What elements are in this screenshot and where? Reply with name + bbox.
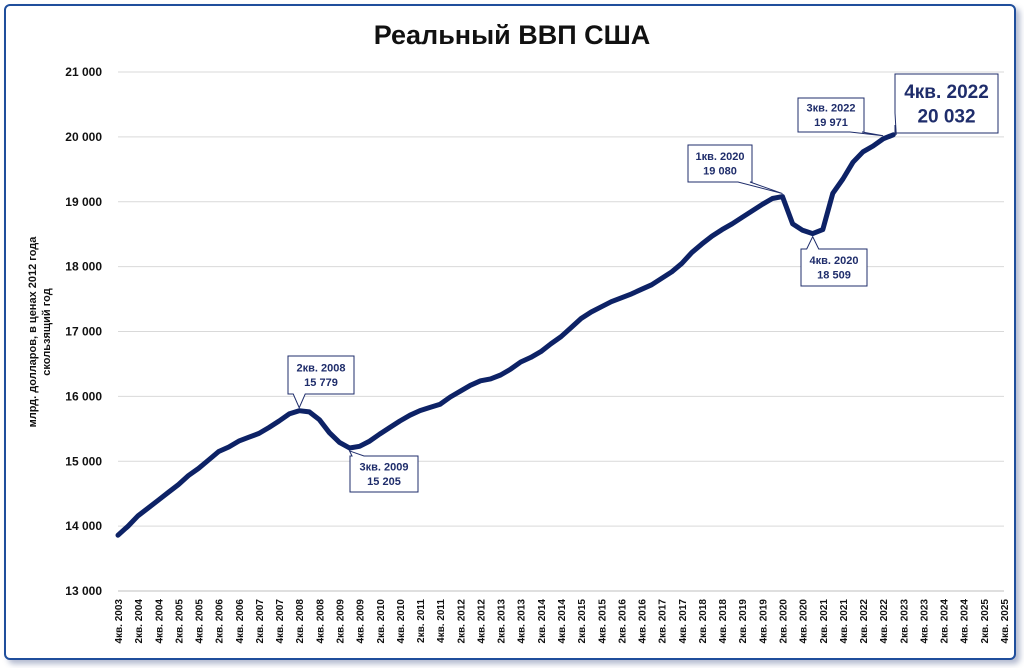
y-tick-label: 21 000 <box>65 65 102 79</box>
x-tick-label: 4кв. 2009 <box>356 599 367 644</box>
y-axis-label-line2: скользящий год <box>41 288 53 375</box>
x-tick-label: 4кв. 2014 <box>557 599 568 644</box>
y-tick-label: 13 000 <box>65 584 102 598</box>
x-tick-label: 2кв. 2007 <box>255 599 266 644</box>
x-tick-label: 2кв. 2011 <box>416 599 427 643</box>
annotation-value: 15 779 <box>304 377 338 389</box>
annotation-value: 18 509 <box>817 270 851 282</box>
annotation-callout: 3кв. 2022 19 971 <box>797 97 884 137</box>
x-tick-label: 4кв. 2013 <box>517 599 528 644</box>
y-axis-label-line1: млрд. долларов, в ценах 2012 года <box>27 236 39 428</box>
x-tick-label: 4кв. 2010 <box>396 599 407 644</box>
annotation-box <box>287 355 355 409</box>
x-tick-label: 2кв. 2017 <box>658 599 669 644</box>
x-tick-label: 2кв. 2012 <box>456 599 467 644</box>
x-axis-ticks: 4кв. 2003 2кв. 2004 4кв. 2004 2кв. 2005 4кв.… <box>114 599 1011 644</box>
x-tick-label: 2кв. 2020 <box>779 599 790 644</box>
annotation-callout: 2кв. 2008 15 779 <box>287 355 355 409</box>
x-tick-label: 2кв. 2004 <box>134 599 145 644</box>
y-tick-label: 16 000 <box>65 389 102 403</box>
annotation-box <box>797 97 884 137</box>
x-tick-label: 4кв. 2022 <box>879 599 890 644</box>
x-tick-label: 2кв. 2022 <box>859 599 870 644</box>
x-tick-label: 2кв. 2021 <box>819 599 830 644</box>
annotation-box <box>800 235 868 287</box>
annotation-box <box>348 450 419 493</box>
x-tick-label: 4кв. 2007 <box>275 599 286 644</box>
x-tick-label: 4кв. 2006 <box>235 599 246 644</box>
x-tick-label: 2кв. 2019 <box>738 599 749 644</box>
x-tick-label: 4кв. 2017 <box>678 599 689 644</box>
annotation-callout: 3кв. 2009 15 205 <box>348 450 419 493</box>
y-tick-label: 14 000 <box>65 519 102 533</box>
x-tick-label: 2кв. 2013 <box>497 599 508 644</box>
x-tick-label: 2кв. 2024 <box>940 599 951 644</box>
annotation-box <box>894 73 999 135</box>
x-tick-label: 4кв. 2012 <box>476 599 487 644</box>
annotation-callout: 1кв. 2020 19 080 <box>687 144 783 195</box>
annotation-callout: 4кв. 2020 18 509 <box>800 235 868 287</box>
x-tick-label: 4кв. 2015 <box>597 599 608 644</box>
annotation-value: 19 080 <box>703 166 737 178</box>
annotation-value: 19 971 <box>814 117 848 129</box>
annotation-period: 2кв. 2008 <box>297 363 346 375</box>
chart-title: Реальный ВВП США <box>374 20 651 50</box>
x-tick-label: 4кв. 2018 <box>718 599 729 644</box>
x-tick-label: 2кв. 2005 <box>174 599 185 644</box>
y-tick-label: 17 000 <box>65 325 102 339</box>
y-tick-label: 20 000 <box>65 130 102 144</box>
x-tick-label: 4кв. 2016 <box>638 599 649 644</box>
x-tick-label: 2кв. 2008 <box>295 599 306 644</box>
x-tick-label: 2кв. 2023 <box>899 599 910 644</box>
x-tick-label: 4кв. 2021 <box>839 599 850 644</box>
annotation-value: 15 205 <box>367 476 401 488</box>
x-tick-label: 2кв. 2014 <box>537 599 548 644</box>
y-tick-label: 18 000 <box>65 260 102 274</box>
x-tick-label: 2кв. 2010 <box>376 599 387 644</box>
x-tick-label: 2кв. 2025 <box>980 599 991 644</box>
annotation-period: 1кв. 2020 <box>696 151 745 163</box>
x-tick-label: 2кв. 2009 <box>336 599 347 644</box>
x-tick-label: 2кв. 2015 <box>577 599 588 644</box>
x-tick-label: 4кв. 2004 <box>154 599 165 644</box>
x-tick-label: 4кв. 2025 <box>1000 599 1011 644</box>
annotation-value: 20 032 <box>917 107 975 128</box>
x-tick-label: 2кв. 2016 <box>617 599 628 644</box>
x-tick-label: 4кв. 2024 <box>960 599 971 644</box>
annotation-callout: 4кв. 2022 20 032 <box>894 73 999 135</box>
x-tick-label: 4кв. 2023 <box>919 599 930 644</box>
annotation-period: 3кв. 2009 <box>360 462 409 474</box>
y-axis-ticks: 13 000 14 000 15 000 16 000 17 000 18 000 19 0… <box>65 65 102 598</box>
annotation-period: 3кв. 2022 <box>807 103 856 115</box>
series-line-group <box>115 132 896 538</box>
x-tick-label: 2кв. 2018 <box>698 599 709 644</box>
annotation-period: 4кв. 2020 <box>810 255 859 267</box>
y-tick-label: 19 000 <box>65 195 102 209</box>
series-line <box>115 132 896 538</box>
x-tick-label: 4кв. 2011 <box>436 599 447 643</box>
y-axis-label: млрд. долларов, в ценах 2012 года скольз… <box>27 236 53 428</box>
y-tick-label: 15 000 <box>65 454 102 468</box>
x-tick-label: 4кв. 2020 <box>799 599 810 644</box>
annotation-period: 4кв. 2022 <box>904 82 989 103</box>
x-tick-label: 4кв. 2008 <box>315 599 326 644</box>
x-tick-label: 2кв. 2006 <box>215 599 226 644</box>
x-tick-label: 4кв. 2003 <box>114 599 125 644</box>
x-tick-label: 4кв. 2019 <box>758 599 769 644</box>
x-tick-label: 4кв. 2005 <box>195 599 206 644</box>
annotation-box <box>687 144 783 195</box>
